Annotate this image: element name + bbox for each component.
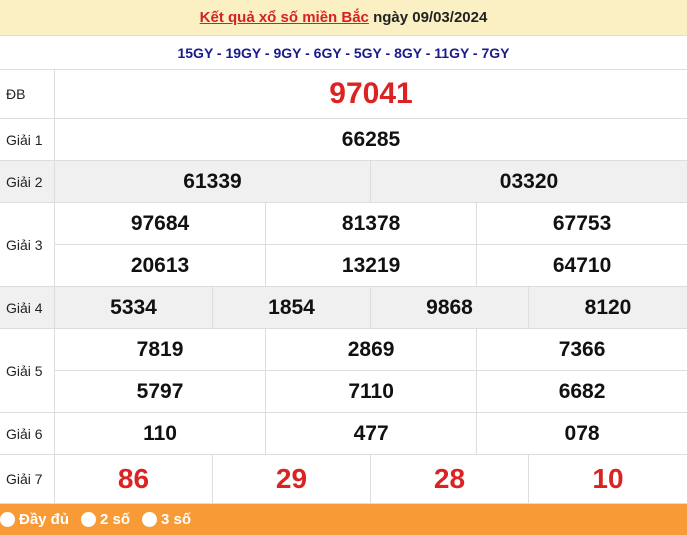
prize-number: 20613 bbox=[55, 245, 267, 286]
title-link[interactable]: Kết quả xổ số miền Bắc bbox=[199, 9, 369, 26]
prize-label: Giải 1 bbox=[0, 119, 55, 160]
prize-number: 67753 bbox=[477, 203, 687, 245]
prize-number: 9868 bbox=[371, 287, 529, 328]
display-options-bar: Đầy đủ 2 số 3 số bbox=[0, 504, 687, 535]
prize-number: 078 bbox=[564, 421, 600, 445]
special-codes: 15GY - 19GY - 9GY - 6GY - 5GY - 8GY - 11… bbox=[0, 36, 687, 70]
prize-label: Giải 2 bbox=[0, 161, 55, 202]
prize-number: 7110 bbox=[266, 371, 478, 412]
prize-number: 28 bbox=[371, 455, 529, 503]
prize-number: 5334 bbox=[55, 287, 213, 328]
radio-icon[interactable] bbox=[81, 512, 97, 527]
results-header: Kết quả xổ số miền Bắc ngày 09/03/2024 bbox=[0, 0, 687, 36]
option-label: 3 số bbox=[161, 511, 192, 528]
prize-number: 03320 bbox=[499, 169, 559, 193]
prize-row-g1: Giải 1 66285 bbox=[0, 119, 687, 161]
prize-row-g4: Giải 4 5334 1854 9868 8120 bbox=[0, 287, 687, 329]
option-label: Đầy đủ bbox=[19, 511, 70, 528]
prize-label: Giải 5 bbox=[0, 329, 55, 412]
prize-number: 5797 bbox=[55, 371, 267, 412]
prize-number: 477 bbox=[266, 413, 478, 454]
radio-icon[interactable] bbox=[142, 512, 158, 527]
prize-number: 7819 bbox=[55, 329, 267, 371]
prize-number: 1854 bbox=[213, 287, 371, 328]
date-text: ngày 09/03/2024 bbox=[373, 9, 488, 26]
prize-number: 64710 bbox=[552, 253, 612, 277]
radio-icon[interactable] bbox=[0, 512, 15, 527]
prize-number: 7366 bbox=[477, 329, 687, 371]
prize-number: 81378 bbox=[266, 203, 478, 245]
prize-row-g5: Giải 5 7819 2869 7366 5797 7110 6682 bbox=[0, 329, 687, 413]
prize-number: 97041 bbox=[329, 77, 413, 110]
prize-label: ĐB bbox=[0, 70, 55, 118]
prize-number: 6682 bbox=[558, 379, 606, 403]
prize-row-db: ĐB 97041 bbox=[0, 70, 687, 119]
prize-number: 2869 bbox=[266, 329, 478, 371]
prize-number: 10 bbox=[592, 463, 624, 494]
prize-number: 13219 bbox=[266, 245, 478, 286]
option-label: 2 số bbox=[100, 511, 131, 528]
option-2-digits[interactable]: 2 số bbox=[81, 511, 130, 528]
prize-label: Giải 7 bbox=[0, 455, 55, 503]
prize-number: 61339 bbox=[55, 161, 371, 202]
prize-row-g3: Giải 3 97684 81378 67753 20613 13219 647… bbox=[0, 203, 687, 287]
prize-row-g6: Giải 6 110 477 078 bbox=[0, 413, 687, 455]
option-3-digits[interactable]: 3 số bbox=[142, 511, 191, 528]
prize-label: Giải 6 bbox=[0, 413, 55, 454]
option-full[interactable]: Đầy đủ bbox=[0, 511, 69, 528]
prize-row-g7: Giải 7 86 29 28 10 bbox=[0, 455, 687, 504]
prize-number: 97684 bbox=[55, 203, 267, 245]
prize-number: 29 bbox=[213, 455, 371, 503]
prize-number: 8120 bbox=[584, 295, 632, 319]
prize-label: Giải 3 bbox=[0, 203, 55, 286]
prize-row-g2: Giải 2 61339 03320 bbox=[0, 161, 687, 203]
prize-label: Giải 4 bbox=[0, 287, 55, 328]
prize-number: 66285 bbox=[341, 127, 401, 151]
prize-number: 86 bbox=[55, 455, 213, 503]
prize-number: 110 bbox=[55, 413, 267, 454]
